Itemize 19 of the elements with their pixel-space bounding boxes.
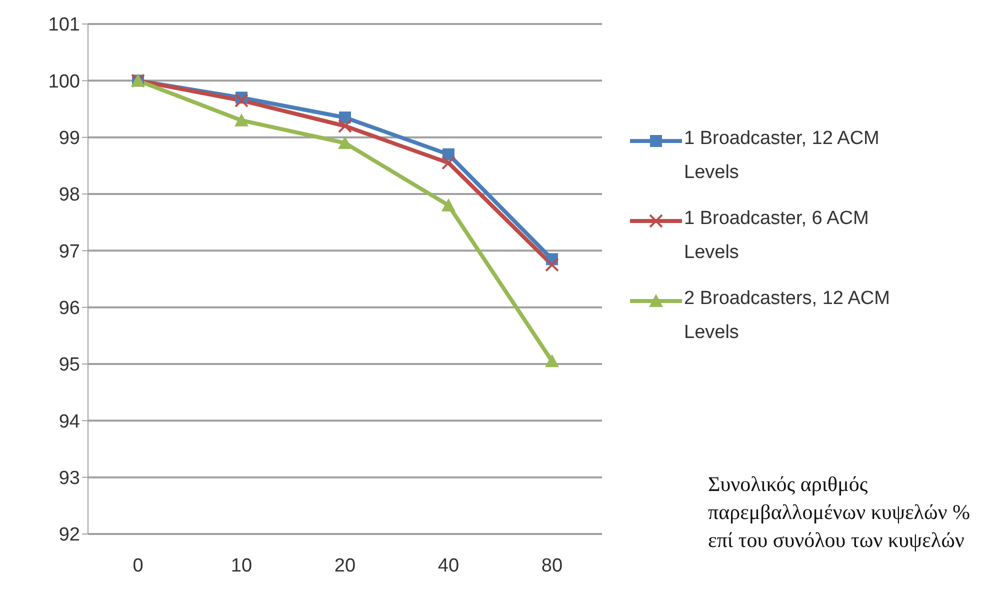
y-tick-label: 92 xyxy=(58,524,80,546)
text: Συνολικός αριθμός παρεμβαλλομένων κυψελών % επί του συνόλου των κυψελών xyxy=(708,471,972,554)
legend-label: 2 Broadcasters, 12 ACM Levels xyxy=(684,287,891,345)
x-tick-label: 0 xyxy=(132,555,144,576)
y-tick-label: 94 xyxy=(58,411,80,432)
y-tick-label: 93 xyxy=(58,468,80,490)
y-tick-label: 100 xyxy=(48,71,80,92)
x-tick-label: 20 xyxy=(334,555,356,576)
legend-label: 1 Broadcaster, 12 ACM Levels xyxy=(684,127,880,185)
y-tick-label: 101 xyxy=(48,14,80,36)
y-tick-label: 99 xyxy=(58,128,80,150)
legend-label: 1 Broadcaster, 6 ACM Levels xyxy=(684,207,870,265)
y-tick-label: 98 xyxy=(58,184,80,206)
y-tick-label: 96 xyxy=(58,298,80,320)
y-tick-label: 95 xyxy=(58,354,80,376)
y-tick-label: 97 xyxy=(58,241,80,262)
x-tick-label: 40 xyxy=(438,555,460,576)
x-tick-label: 10 xyxy=(230,555,252,576)
x-tick-label: 80 xyxy=(541,555,563,576)
